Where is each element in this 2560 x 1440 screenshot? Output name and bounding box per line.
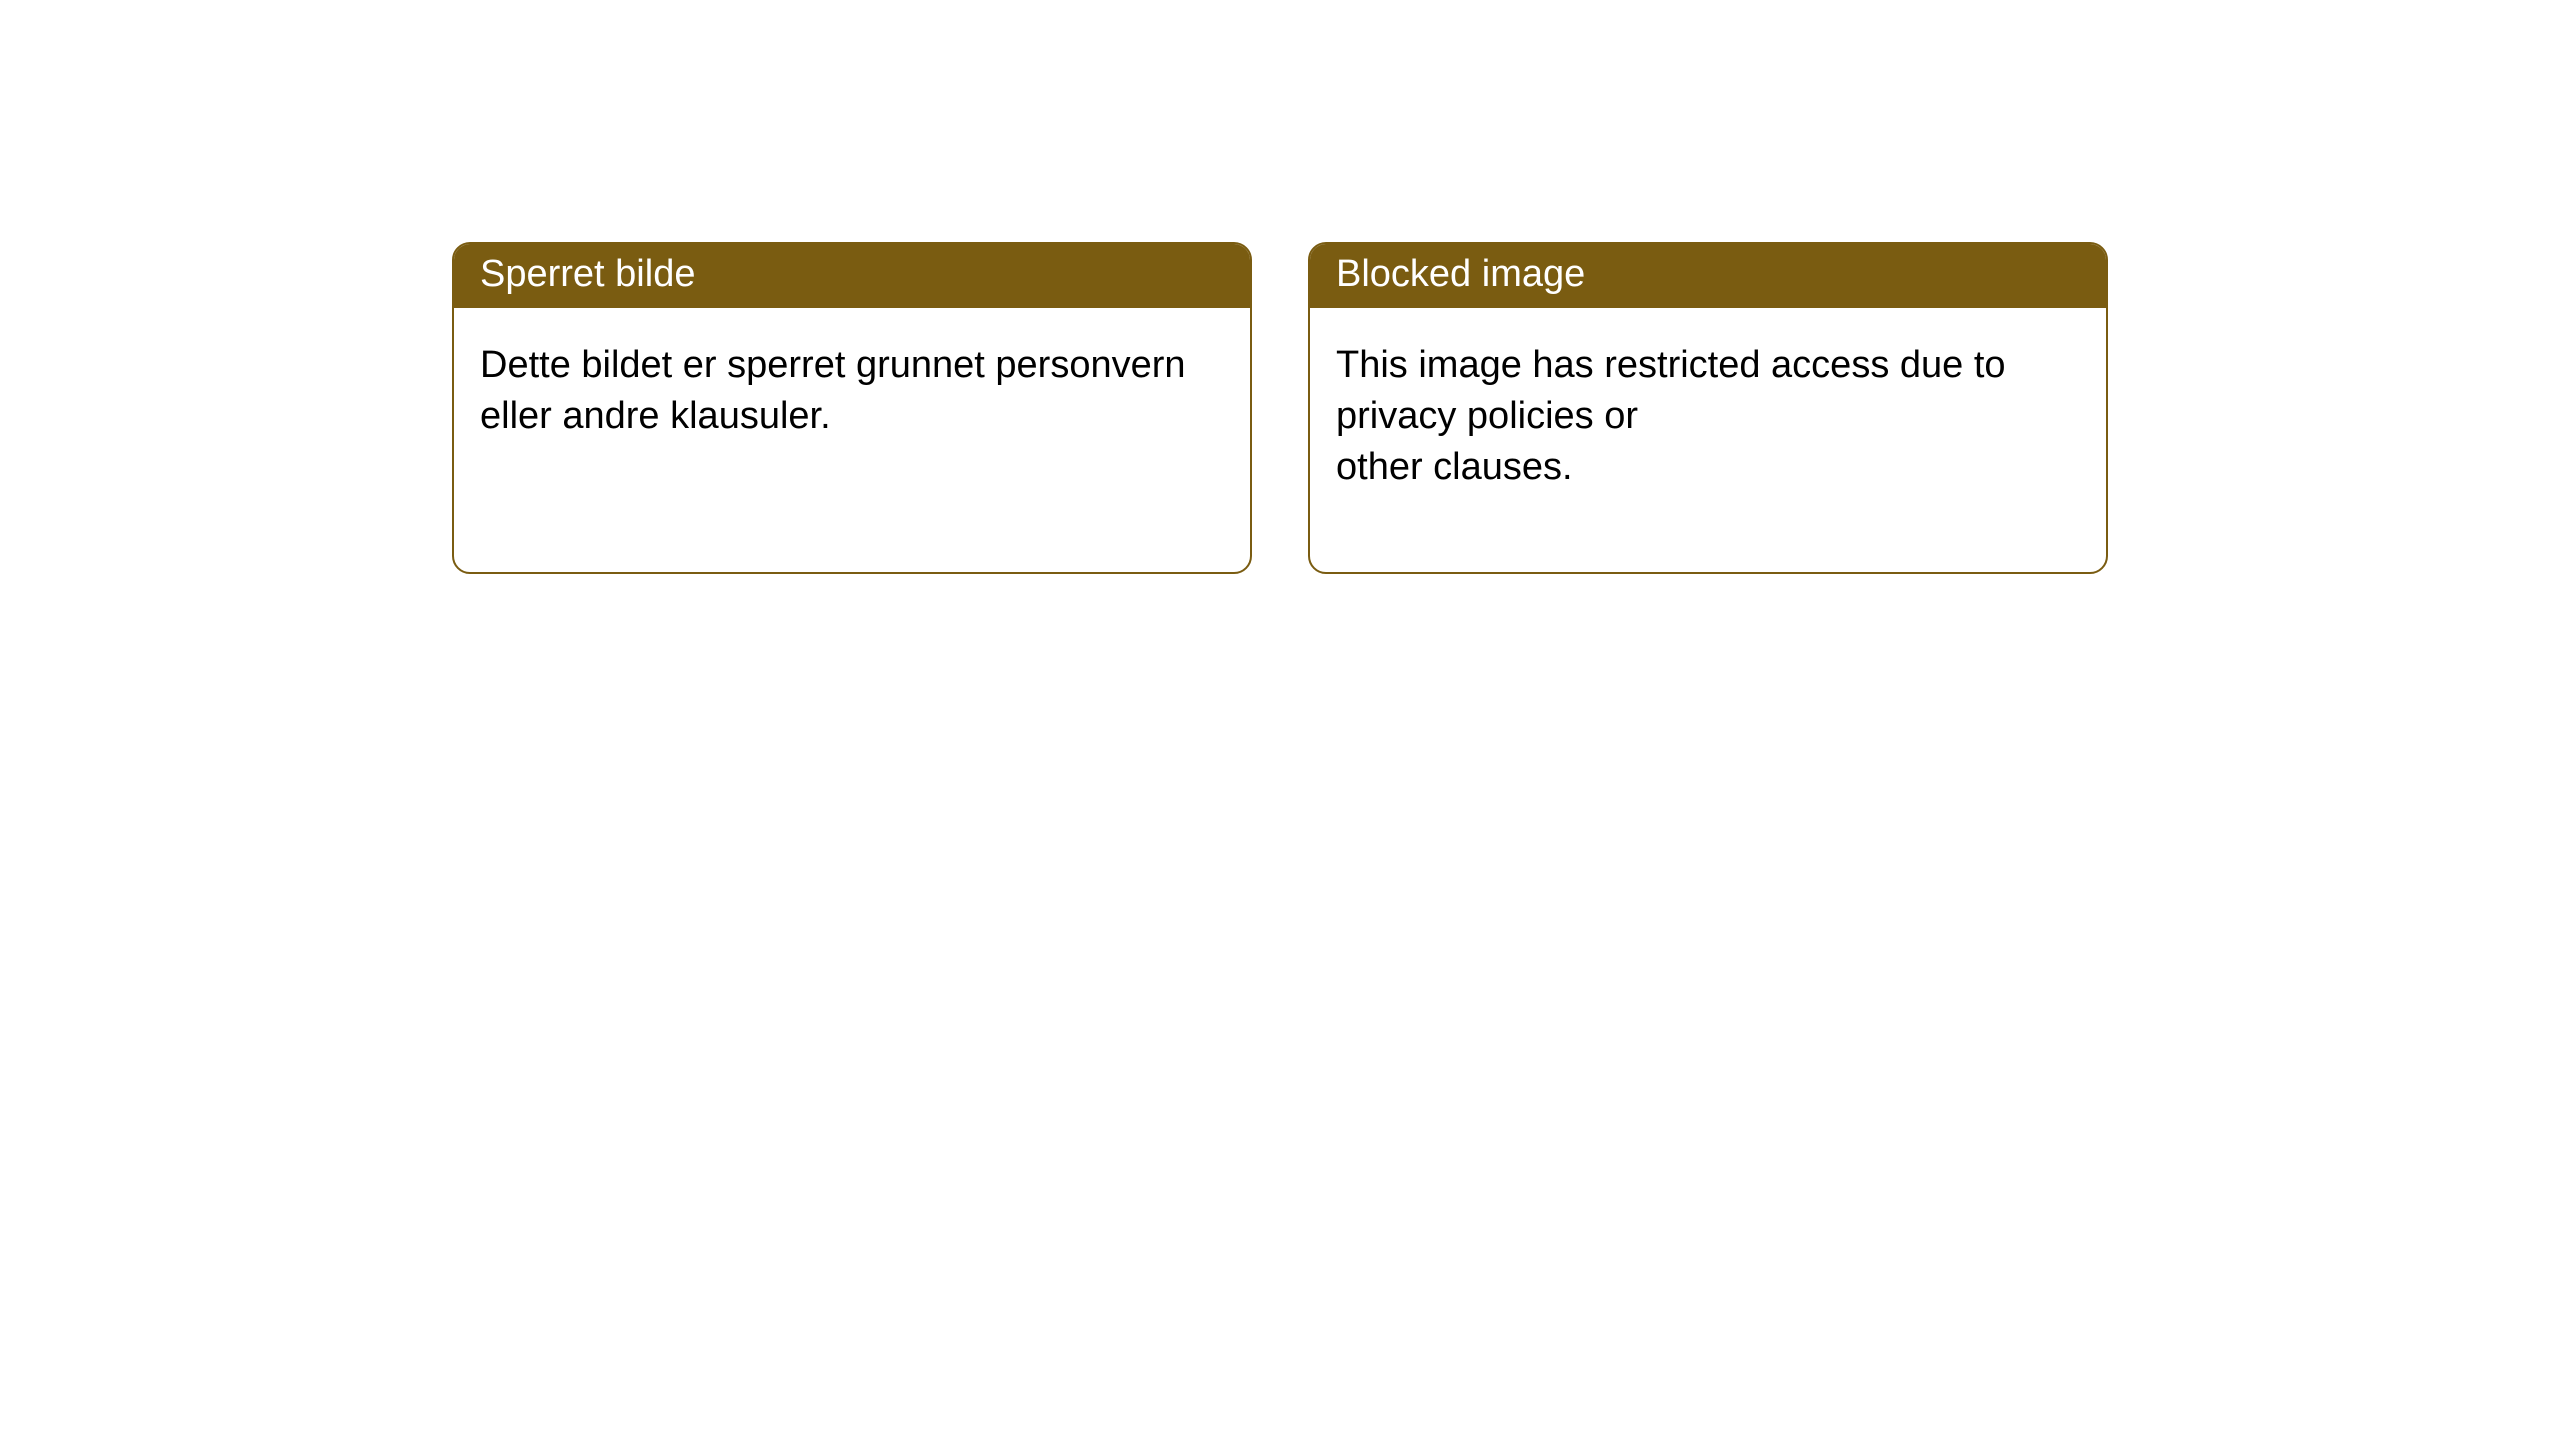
- card-header: Blocked image: [1310, 244, 2106, 308]
- notice-cards-container: Sperret bilde Dette bildet er sperret gr…: [0, 0, 2560, 574]
- card-body: This image has restricted access due to …: [1310, 308, 2106, 526]
- notice-card-english: Blocked image This image has restricted …: [1308, 242, 2108, 574]
- notice-card-norwegian: Sperret bilde Dette bildet er sperret gr…: [452, 242, 1252, 574]
- card-body: Dette bildet er sperret grunnet personve…: [454, 308, 1250, 475]
- card-header: Sperret bilde: [454, 244, 1250, 308]
